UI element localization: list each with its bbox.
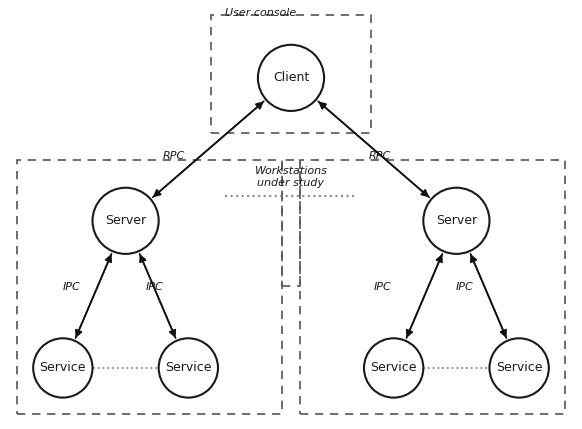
Text: IPC: IPC xyxy=(62,282,80,292)
Text: Service: Service xyxy=(165,362,212,375)
Text: IPC: IPC xyxy=(456,282,474,292)
Text: User console: User console xyxy=(225,8,297,18)
Text: Service: Service xyxy=(40,362,86,375)
Text: Client: Client xyxy=(273,71,309,85)
Ellipse shape xyxy=(258,45,324,111)
Ellipse shape xyxy=(159,338,218,398)
Text: Server: Server xyxy=(436,214,477,227)
Text: Service: Service xyxy=(370,362,417,375)
Text: Workstations
under study: Workstations under study xyxy=(254,166,328,188)
Text: Service: Service xyxy=(496,362,542,375)
Ellipse shape xyxy=(364,338,423,398)
Text: RPC: RPC xyxy=(368,151,391,161)
Bar xyxy=(300,160,565,414)
Ellipse shape xyxy=(489,338,549,398)
Text: RPC: RPC xyxy=(163,151,185,161)
Text: IPC: IPC xyxy=(374,282,391,292)
Ellipse shape xyxy=(33,338,93,398)
Bar xyxy=(211,15,371,133)
Text: Server: Server xyxy=(105,214,146,227)
Ellipse shape xyxy=(93,188,159,254)
Text: IPC: IPC xyxy=(146,282,163,292)
Bar xyxy=(282,160,300,286)
Bar xyxy=(17,160,282,414)
Ellipse shape xyxy=(423,188,489,254)
